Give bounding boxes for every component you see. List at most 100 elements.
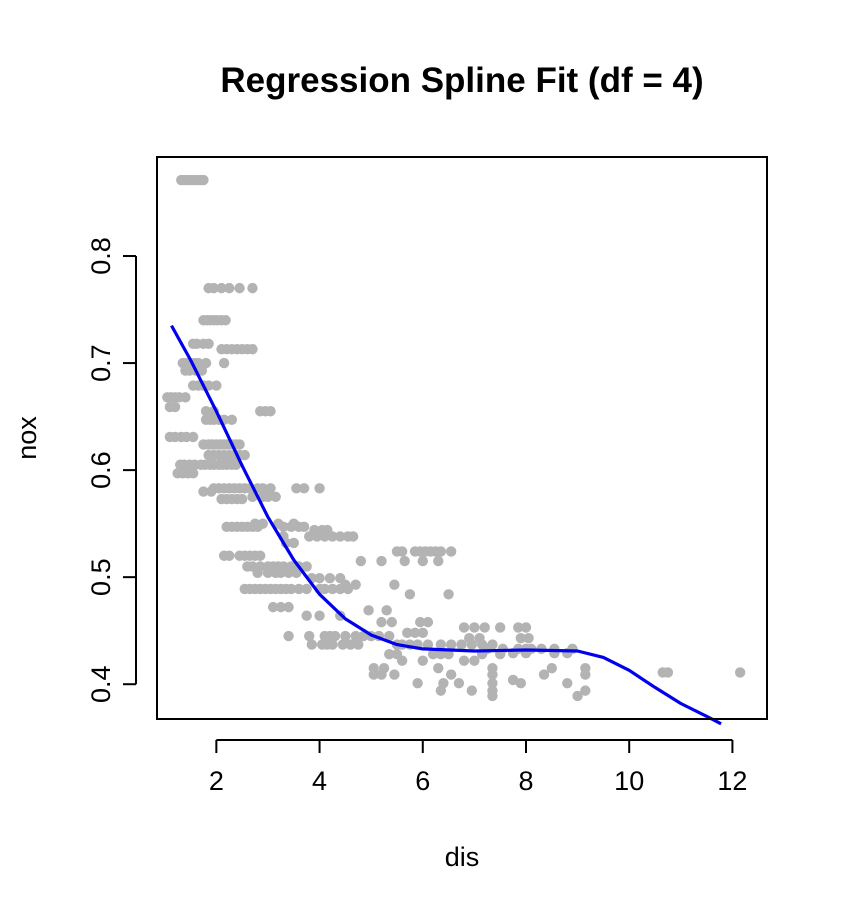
data-point [443,589,454,600]
data-point [412,677,423,689]
data-point [304,630,315,642]
data-point [464,632,475,644]
data-point [340,579,351,590]
data-point [293,583,305,595]
data-point [288,537,299,549]
data-point [267,601,279,613]
data-point [433,662,444,674]
data-point [546,662,557,674]
data-point [314,610,325,621]
data-point [580,669,591,680]
data-point [265,406,276,417]
data-point [381,605,392,616]
data-point [301,561,312,572]
data-point [291,483,302,494]
data-point [234,282,245,294]
data-point [205,486,217,497]
y-axis-label: nox [12,416,42,460]
data-point [520,622,532,633]
data-point [234,439,245,450]
data-point [265,483,276,494]
plot-frame [156,156,768,720]
data-point [445,639,457,650]
data-point [482,643,493,655]
data-point [396,655,408,666]
data-point [433,555,444,567]
data-point [324,573,336,584]
data-point [507,674,519,686]
spline-fit-line [170,324,722,726]
x-tick-label: 10 [614,766,644,796]
data-point [203,338,214,349]
data-point [523,632,534,644]
chart-title: Regression Spline Fit (df = 4) [220,61,703,100]
data-point [262,491,274,503]
data-point [515,632,527,644]
data-point [198,486,209,497]
data-point [404,589,416,600]
data-point [347,531,359,542]
data-point [417,655,428,666]
data-point [249,518,261,529]
data-point [327,639,338,650]
x-tick-label: 12 [717,766,747,796]
data-point [353,639,364,650]
data-point [417,555,428,567]
data-point [220,315,231,326]
data-point [319,531,330,542]
data-point [572,690,583,702]
data-point [513,622,524,633]
data-point [538,669,550,680]
data-point [301,610,312,621]
data-point [257,483,268,494]
data-point [384,649,395,660]
data-point [456,639,467,650]
data-point [435,649,447,660]
x-tick-label: 4 [312,766,327,796]
data-point [275,567,287,579]
data-point [458,655,470,666]
data-point [236,493,248,505]
data-point [327,583,338,595]
data-point [247,282,258,294]
data-point [487,677,498,689]
data-point [298,483,310,494]
data-point [350,579,361,590]
data-point [340,630,351,642]
data-point [662,667,674,678]
data-point [363,605,374,616]
data-point [445,669,457,680]
data-point [384,630,395,642]
y-axis: 0.4 0.5 0.6 0.7 0.8 [86,237,137,703]
y-tick-label: 0.5 [86,558,116,596]
data-point [734,667,746,678]
y-tick-label: 0.4 [86,665,116,703]
data-point [275,601,287,613]
data-point [198,174,209,186]
data-point [386,616,398,628]
data-point [257,518,268,529]
data-point [474,632,485,644]
data-point [409,627,421,639]
data-point [247,343,258,355]
data-point [350,630,361,642]
data-point [417,627,428,639]
x-tick-label: 6 [415,766,430,796]
data-point [580,685,591,696]
data-point [399,555,410,567]
data-point [252,567,263,579]
x-axis: 2 4 6 8 10 12 [209,739,747,796]
data-point [314,573,325,584]
data-point [196,365,208,376]
data-point [301,583,312,595]
data-point [306,639,318,650]
data-point [435,639,447,650]
data-point [298,521,310,533]
data-point [255,550,266,561]
data-point [216,282,227,294]
data-point [376,616,387,628]
y-tick-label: 0.8 [86,237,116,275]
data-point [319,583,330,595]
data-point [337,639,348,650]
data-point [402,627,413,639]
